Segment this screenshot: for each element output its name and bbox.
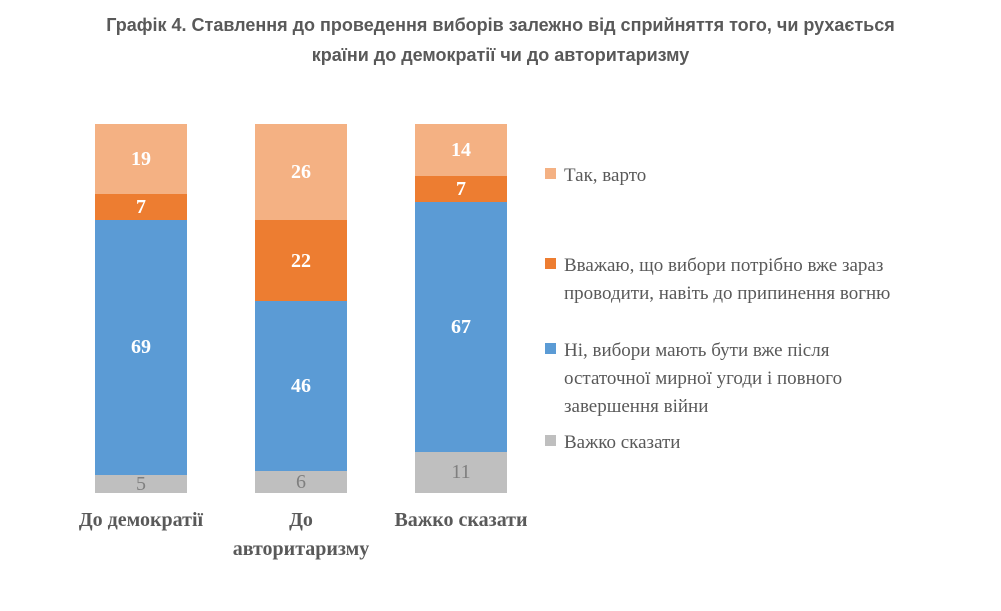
value-label: 14	[451, 139, 471, 162]
bar-segment-tak-varto: 26	[255, 124, 347, 220]
legend-label: Вважаю, що вибори потрібно вже зараз про…	[564, 255, 891, 304]
stacked-bar-do-avtorytaryzmu: 26 22 46 6	[255, 124, 347, 493]
value-label: 7	[456, 178, 466, 201]
bar-segment-vazhko-skazaty: 11	[415, 451, 507, 493]
plot-area: 19 7 69 5 26 22	[61, 124, 541, 495]
value-label: 11	[451, 461, 471, 484]
bar-segment-vybory-zaraz: 7	[95, 194, 187, 220]
chart-title: Графік 4. Ставлення до проведення виборі…	[0, 10, 1001, 70]
legend-swatch-vazhko-skazaty	[545, 435, 556, 446]
category-label-vazhko-skazaty: Важко сказати	[394, 509, 528, 531]
value-label: 5	[136, 472, 146, 495]
legend: Так, варто Вважаю, що вибори потрібно вж…	[545, 162, 920, 457]
value-label: 6	[296, 470, 306, 493]
bar-column-vazhko-skazaty: 14 7 67 11	[381, 124, 541, 493]
bar-segment-pislia-uhody: 69	[95, 219, 187, 475]
legend-item-vazhko-skazaty: Важко сказати	[545, 429, 920, 457]
value-label: 69	[131, 336, 151, 359]
bar-column-do-demokratii: 19 7 69 5	[61, 124, 221, 495]
value-label: 26	[291, 160, 311, 183]
legend-item-pislia-uhody: Ні, вибори мають бути вже після остаточн…	[545, 337, 920, 421]
bar-column-do-avtorytaryzmu: 26 22 46 6	[221, 124, 381, 493]
category-label-do-demokratii: До демократії	[78, 509, 204, 531]
value-label: 46	[291, 374, 311, 397]
bar-segment-vazhko-skazaty: 6	[255, 470, 347, 493]
legend-label: Так, варто	[564, 165, 647, 186]
bar-segment-vazhko-skazaty: 5	[95, 472, 187, 495]
value-label: 19	[131, 148, 151, 171]
bar-segment-vybory-zaraz: 7	[415, 176, 507, 203]
bar-segment-tak-varto: 14	[415, 124, 507, 177]
bar-segment-tak-varto: 19	[95, 124, 187, 195]
legend-item-tak-varto: Так, варто	[545, 162, 920, 190]
chart-title-line-2: країни до демократії чи до авторитаризму	[311, 45, 690, 65]
value-label: 67	[451, 316, 471, 339]
category-axis: До демократії До авторитаризму Важко ска…	[61, 506, 541, 564]
bar-segment-pislia-uhody: 67	[415, 202, 507, 452]
legend-swatch-tak-varto	[545, 168, 556, 179]
category-label-do-avtorytaryzmu: До авторитаризму	[232, 509, 370, 560]
stacked-bar-vazhko-skazaty: 14 7 67 11	[415, 124, 507, 493]
legend-label: Ні, вибори мають бути вже після остаточн…	[564, 340, 843, 417]
bar-segment-pislia-uhody: 46	[255, 301, 347, 471]
value-label: 7	[136, 196, 146, 219]
legend-item-vybory-zaraz: Вважаю, що вибори потрібно вже зараз про…	[545, 252, 920, 308]
chart-title-line-1: Графік 4. Ставлення до проведення виборі…	[106, 15, 895, 35]
value-label: 22	[291, 249, 311, 272]
bar-segment-vybory-zaraz: 22	[255, 219, 347, 302]
stacked-bar-do-demokratii: 19 7 69 5	[95, 124, 187, 495]
legend-swatch-vybory-zaraz	[545, 258, 556, 269]
legend-label: Важко сказати	[564, 432, 681, 453]
legend-swatch-pislia-uhody	[545, 343, 556, 354]
